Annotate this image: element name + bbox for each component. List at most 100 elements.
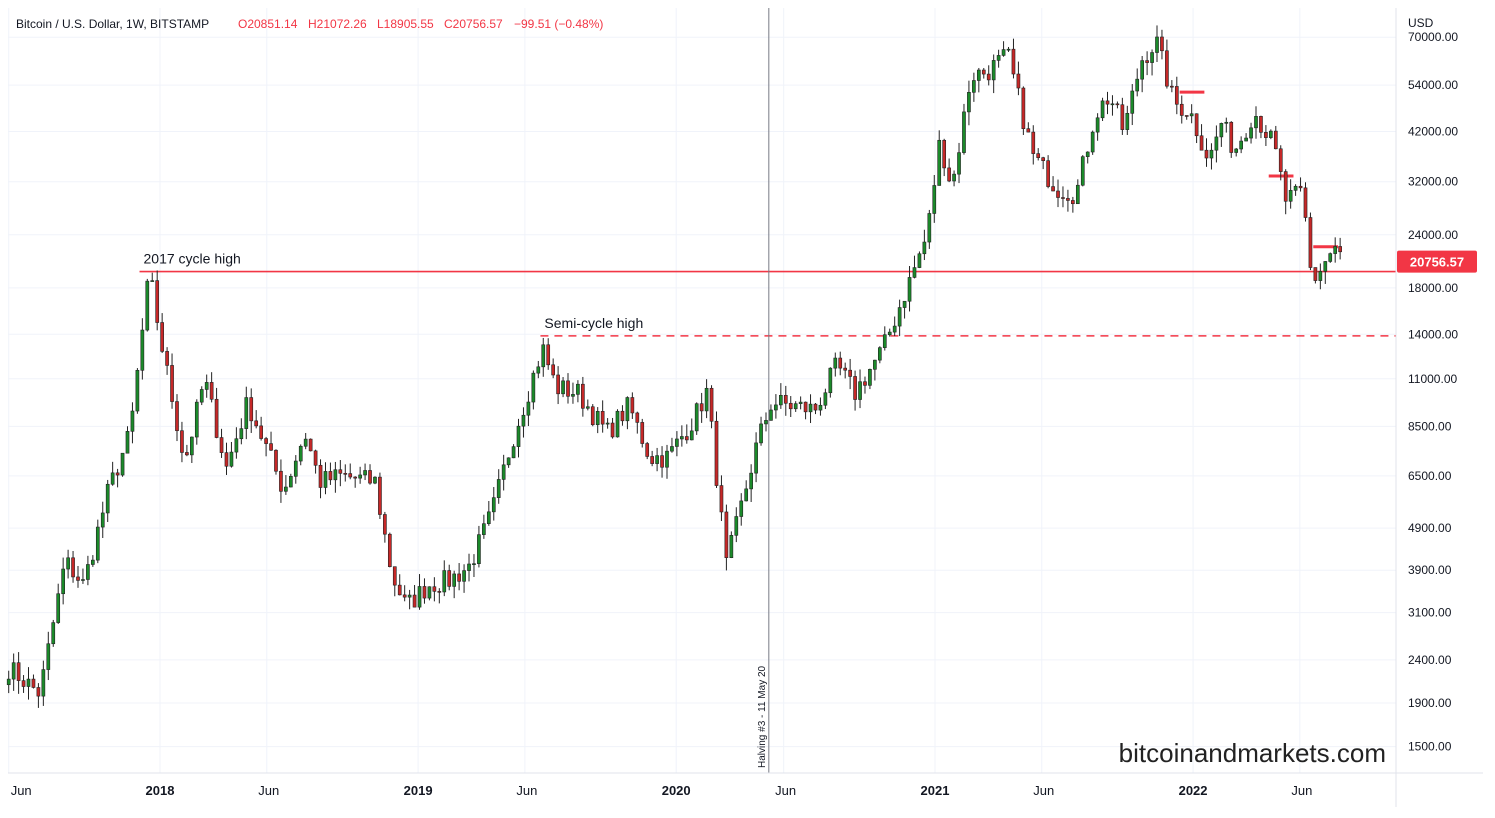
candle-up	[670, 446, 674, 452]
candle-up	[818, 404, 823, 411]
candle-up	[694, 403, 699, 432]
candle-down	[635, 412, 640, 423]
candle-down	[610, 422, 615, 438]
candle-up	[511, 446, 516, 459]
candle-up	[585, 406, 590, 409]
candle-up	[991, 60, 996, 81]
candle-up	[917, 253, 922, 268]
candle-up	[373, 476, 377, 484]
candle-up	[1269, 130, 1273, 138]
candle-up	[51, 622, 56, 645]
candle-down	[76, 576, 80, 581]
candle-up	[526, 401, 531, 416]
candle-up	[962, 111, 966, 153]
candle-down	[402, 594, 407, 598]
candle-up	[833, 357, 838, 369]
ohlc-change: −99.51 (−0.48%)	[514, 17, 603, 31]
candle-up	[244, 397, 249, 429]
candle-down	[328, 471, 333, 481]
price-tick-label: 14000.00	[1408, 327, 1458, 341]
candle-down	[165, 351, 169, 366]
candle-down	[981, 69, 986, 75]
candle-down	[353, 476, 358, 479]
candle-down	[1051, 186, 1055, 192]
candle-down	[437, 591, 442, 593]
candle-down	[1021, 87, 1026, 129]
candle-up	[130, 410, 135, 432]
candle-down	[1056, 190, 1060, 198]
time-tick-label: 2020	[662, 783, 691, 798]
candle-up	[902, 300, 907, 308]
candle-up	[41, 669, 46, 697]
candle-up	[120, 452, 125, 476]
candle-up	[204, 382, 209, 390]
candle-down	[1160, 36, 1164, 52]
candle-down	[1115, 103, 1120, 106]
candle-up	[81, 579, 85, 581]
candle-up	[1249, 127, 1253, 139]
candle-up	[744, 488, 749, 502]
candle-up	[739, 500, 744, 517]
candle-up	[293, 460, 298, 477]
candle-down	[630, 397, 635, 414]
candle-up	[571, 394, 575, 397]
semi-cycle-high-label: Semi-cycle high	[544, 315, 643, 331]
candle-down	[556, 374, 560, 395]
candle-down	[1298, 185, 1303, 189]
candle-up	[868, 368, 872, 386]
candle-up	[1234, 148, 1239, 153]
candle-down	[783, 394, 788, 404]
candle-down	[412, 594, 417, 608]
watermark: bitcoinandmarkets.com	[1119, 738, 1386, 768]
candle-up	[358, 474, 362, 479]
candle-up	[1244, 137, 1248, 142]
candle-down	[387, 533, 392, 567]
candle-down	[1194, 113, 1199, 137]
candle-up	[491, 497, 496, 513]
candle-down	[457, 573, 461, 582]
candle-up	[769, 409, 773, 421]
candle-up	[467, 563, 471, 571]
candle-up	[680, 436, 684, 440]
candle-down	[214, 398, 219, 438]
candle-up	[561, 380, 565, 395]
candle-up	[1135, 78, 1140, 92]
time-tick-label: 2018	[146, 783, 175, 798]
time-tick-labels: Jun 2018 Jun 2019 Jun 2020 Jun 2021 Jun 2022 Jun	[11, 783, 1313, 798]
candle-down	[269, 443, 273, 451]
candle-up	[1090, 131, 1095, 153]
candle-down	[397, 584, 402, 596]
candle-up	[363, 470, 367, 476]
candle-up	[1323, 261, 1328, 272]
price-axis[interactable]: USD 1500.00 1900.00 2400.00 3100.00 3900.00 4…	[1395, 8, 1477, 807]
candle-up	[486, 511, 491, 524]
price-tick-label: 70000.00	[1408, 30, 1458, 44]
candle-down	[160, 322, 164, 352]
candle-up	[912, 267, 917, 278]
candle-up	[531, 372, 536, 403]
candle-up	[1224, 121, 1229, 124]
time-axis[interactable]: Jun 2018 Jun 2019 Jun 2020 Jun 2021 Jun 2022 Jun	[8, 772, 1483, 798]
candle-down	[699, 403, 704, 412]
candle-up	[808, 403, 813, 413]
time-tick-label: 2021	[921, 783, 950, 798]
candle-up	[764, 420, 768, 425]
candle-up	[199, 389, 204, 403]
candle-up	[427, 586, 432, 599]
candle-down	[986, 73, 991, 81]
candle-down	[1278, 148, 1283, 172]
candle-up	[56, 593, 61, 623]
candle-up	[125, 431, 130, 454]
candle-up	[100, 512, 105, 528]
ohlc-high: H21072.26	[308, 17, 367, 31]
candle-up	[675, 438, 679, 447]
candle-down	[843, 367, 848, 371]
candle-up	[140, 329, 145, 371]
cycle-high-label: 2017 cycle high	[144, 251, 241, 267]
candle-up	[11, 662, 16, 680]
candle-down	[209, 382, 214, 400]
candle-up	[194, 401, 199, 438]
candle-down	[724, 511, 729, 558]
